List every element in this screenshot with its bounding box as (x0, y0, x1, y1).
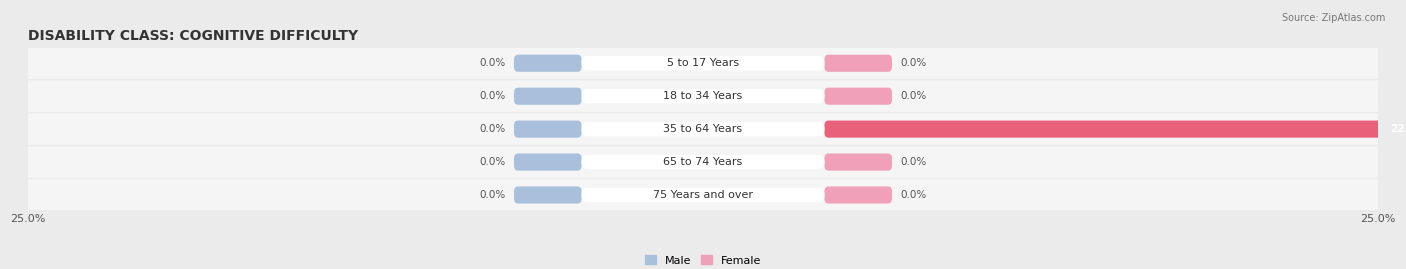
FancyBboxPatch shape (582, 56, 824, 70)
FancyBboxPatch shape (14, 80, 1392, 112)
FancyBboxPatch shape (824, 55, 891, 72)
Text: 75 Years and over: 75 Years and over (652, 190, 754, 200)
Text: 35 to 64 Years: 35 to 64 Years (664, 124, 742, 134)
FancyBboxPatch shape (824, 186, 891, 204)
Text: 0.0%: 0.0% (479, 190, 506, 200)
FancyBboxPatch shape (824, 88, 891, 105)
Text: 0.0%: 0.0% (479, 157, 506, 167)
Text: DISABILITY CLASS: COGNITIVE DIFFICULTY: DISABILITY CLASS: COGNITIVE DIFFICULTY (28, 30, 359, 44)
Text: 65 to 74 Years: 65 to 74 Years (664, 157, 742, 167)
Text: 18 to 34 Years: 18 to 34 Years (664, 91, 742, 101)
FancyBboxPatch shape (14, 179, 1392, 211)
FancyBboxPatch shape (14, 146, 1392, 178)
FancyBboxPatch shape (515, 121, 582, 138)
FancyBboxPatch shape (824, 154, 891, 171)
Text: 0.0%: 0.0% (900, 91, 927, 101)
Text: 22.5%: 22.5% (1391, 124, 1406, 134)
FancyBboxPatch shape (14, 47, 1392, 79)
FancyBboxPatch shape (582, 122, 824, 136)
Text: 0.0%: 0.0% (479, 124, 506, 134)
FancyBboxPatch shape (582, 155, 824, 169)
FancyBboxPatch shape (515, 88, 582, 105)
Text: 0.0%: 0.0% (900, 157, 927, 167)
FancyBboxPatch shape (582, 188, 824, 202)
FancyBboxPatch shape (515, 55, 582, 72)
Text: 0.0%: 0.0% (900, 58, 927, 68)
Text: 0.0%: 0.0% (479, 58, 506, 68)
Text: Source: ZipAtlas.com: Source: ZipAtlas.com (1281, 13, 1385, 23)
Text: 5 to 17 Years: 5 to 17 Years (666, 58, 740, 68)
Text: 0.0%: 0.0% (900, 190, 927, 200)
FancyBboxPatch shape (14, 113, 1392, 145)
Text: 0.0%: 0.0% (479, 91, 506, 101)
FancyBboxPatch shape (824, 121, 1406, 138)
FancyBboxPatch shape (582, 89, 824, 103)
FancyBboxPatch shape (515, 186, 582, 204)
Legend: Male, Female: Male, Female (645, 256, 761, 266)
FancyBboxPatch shape (515, 154, 582, 171)
